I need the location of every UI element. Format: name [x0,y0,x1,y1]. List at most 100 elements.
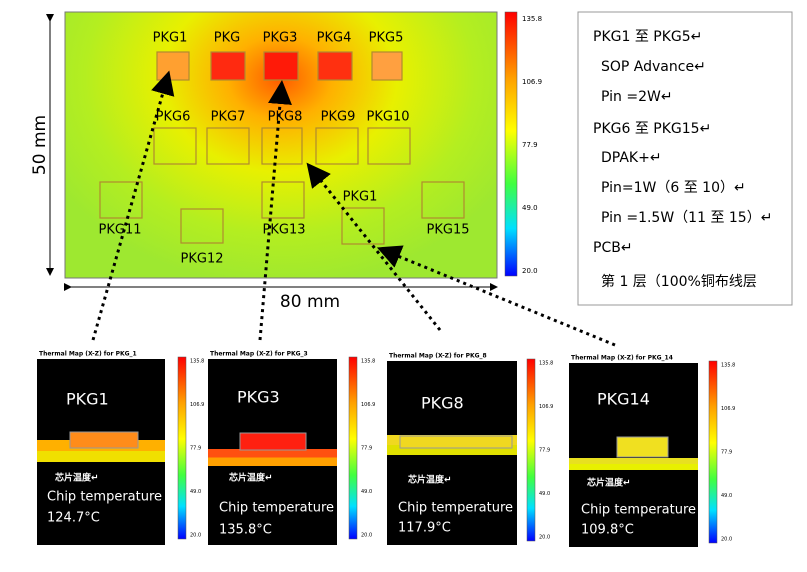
temp-label: Chip temperature [47,490,162,505]
cn-label: 芯片温度↵ [408,474,452,486]
colorbar-tick: 77.9 [190,446,201,452]
pcb-layer-lower [387,445,517,455]
colorbar-tick: 106.9 [522,78,542,86]
colorbar-tick: 49.0 [361,489,372,495]
note-line: Pin =1.5W（11 至 15）↵ [601,210,772,226]
package-box [261,127,303,165]
panel-title: Thermal Map (X-Z) for PKG_14 [571,355,673,362]
cn-label: 芯片温度↵ [55,472,99,484]
note-line: Pin=1W（6 至 10）↵ [601,180,746,196]
package-box [261,181,305,219]
package-box [315,127,359,165]
pcb-layer-lower [37,451,165,462]
package-label: PKG1 [153,31,188,46]
pcb-layer-lower [569,464,698,470]
arrow [376,245,616,347]
package-label: PKG4 [317,31,352,46]
panel-package: PKG8 [421,394,464,413]
package-label: PKG7 [211,110,246,125]
package-label: PKG3 [263,31,298,46]
colorbar-tick: 106.9 [721,406,735,412]
colorbar-tick: 77.9 [522,141,538,149]
package-box [421,181,465,219]
temp-label: Chip temperature [398,501,513,516]
arrow [91,70,175,341]
package-label: PKG10 [367,110,410,125]
package-label: PKG [214,31,240,46]
colorbar [526,358,536,542]
panel-title: Thermal Map (X-Z) for PKG_1 [39,351,137,358]
colorbar-tick: 135.8 [721,363,735,369]
colorbar-tick: 20.0 [539,535,550,541]
note-line: PKG6 至 PKG15↵ [593,121,711,137]
chip [399,435,513,449]
package-box [206,127,250,165]
panel-package: PKG1 [66,390,109,409]
colorbar-tick: 106.9 [361,402,375,408]
package-label: PKG6 [156,110,191,125]
colorbar [348,356,358,540]
colorbar-tick: 20.0 [190,533,201,539]
colorbar-tick: 49.0 [721,493,732,499]
colorbar-tick: 77.9 [361,446,372,452]
temp-value: 124.7°C [47,511,100,526]
chip [239,432,307,451]
notes-box [577,11,793,306]
package-label: PKG9 [321,110,356,125]
colorbar-tick: 135.8 [522,15,542,23]
package-box [341,207,385,245]
temp-label: Chip temperature [219,501,334,516]
callout-arrows [91,70,616,347]
note-line: SOP Advance↵ [601,59,706,75]
package-label: PKG8 [268,110,303,125]
colorbar-tick: 20.0 [361,533,372,539]
cn-label: 芯片温度↵ [229,472,273,484]
colorbar-tick: 77.9 [721,450,732,456]
package-box [210,51,246,81]
colorbar-tick: 106.9 [539,404,553,410]
package-box [180,208,224,244]
colorbar [504,11,518,277]
package-box [371,51,403,81]
temp-value: 135.8°C [219,523,272,538]
colorbar-tick: 20.0 [522,267,538,275]
chip [69,431,139,449]
package-box [99,181,143,219]
temp-label: Chip temperature [581,503,696,518]
colorbar-tick: 77.9 [539,448,550,454]
package-label: PKG1 [343,190,378,205]
colorbar [177,356,187,540]
colorbar-tick: 135.8 [190,359,204,365]
package-label: PKG13 [263,223,306,238]
temp-value: 109.8°C [581,523,634,538]
colorbar-tick: 106.9 [190,402,204,408]
pcb-layer-lower [208,457,337,466]
panel-title: Thermal Map (X-Z) for PKG_8 [389,353,487,360]
colorbar-tick: 49.0 [190,489,201,495]
colorbar-tick: 135.8 [361,359,375,365]
package-label: PKG11 [99,223,142,238]
note-line: 第 1 层（100%铜布线层 [601,273,757,290]
package-label: PKG15 [427,223,470,238]
width-label: 80 mm [280,292,340,312]
colorbar-tick: 49.0 [522,204,538,212]
package-label: PKG12 [181,252,224,267]
height-label: 50 mm [30,115,50,175]
panel-title: Thermal Map (X-Z) for PKG_3 [210,351,308,358]
note-line: Pin =2W↵ [601,89,673,105]
panel-package: PKG14 [597,390,650,409]
arrow [306,162,442,331]
colorbar-tick: 135.8 [539,361,553,367]
package-box [156,51,190,81]
chip [616,436,669,458]
colorbar-tick: 49.0 [539,491,550,497]
colorbar [708,360,718,544]
package-box [317,51,353,81]
package-box [153,127,197,165]
note-line: DPAK+↵ [601,150,662,166]
panel-package: PKG3 [237,388,280,407]
package-box [263,51,299,81]
package-label: PKG5 [369,31,404,46]
